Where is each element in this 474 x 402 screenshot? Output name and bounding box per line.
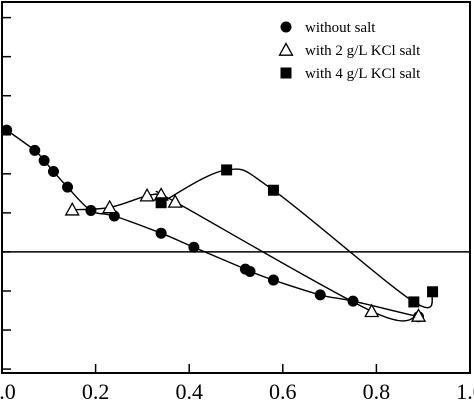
marker-kcl-2gl bbox=[102, 199, 118, 214]
marker-without-salt bbox=[1, 124, 13, 136]
marker-without-salt bbox=[85, 205, 97, 217]
marker-kcl-4gl bbox=[408, 296, 420, 308]
marker-without-salt bbox=[155, 227, 167, 239]
x-tick-label: 0.4 bbox=[175, 379, 203, 402]
x-tick-label: 1.0 bbox=[456, 379, 474, 402]
data-markers bbox=[1, 124, 439, 323]
marker-without-salt bbox=[38, 155, 50, 167]
marker-without-salt bbox=[62, 181, 74, 193]
marker-without-salt bbox=[347, 295, 359, 307]
marker-kcl-2gl bbox=[167, 194, 183, 208]
marker-kcl-4gl bbox=[155, 197, 167, 209]
marker-kcl-2gl bbox=[139, 187, 155, 202]
legend-label-kcl-2gl: with 2 g/L KCl salt bbox=[305, 43, 421, 59]
legend-label-kcl-4gl: with 4 g/L KCl salt bbox=[305, 66, 421, 82]
plot-frame bbox=[1, 1, 471, 374]
curve-kcl-2gl bbox=[72, 190, 419, 322]
marker-without-salt bbox=[188, 241, 200, 253]
marker-kcl-2gl bbox=[410, 308, 427, 322]
x-tick-label: 0.0 bbox=[0, 379, 16, 402]
legend-marker-kcl-2gl bbox=[278, 42, 294, 56]
marker-without-salt bbox=[29, 144, 41, 156]
legend-marker-kcl-4gl bbox=[280, 67, 292, 79]
legend-marker-without-salt bbox=[280, 21, 292, 33]
marker-without-salt bbox=[47, 165, 59, 177]
marker-kcl-4gl bbox=[267, 184, 279, 196]
marker-without-salt bbox=[244, 265, 256, 277]
marker-without-salt bbox=[267, 274, 279, 286]
marker-kcl-2gl bbox=[364, 303, 380, 318]
fitted-curves bbox=[6, 129, 434, 322]
legend: without salt with 2 g/L KCl salt with 4 g/… bbox=[278, 20, 421, 82]
x-tick-label: 0.2 bbox=[82, 379, 110, 402]
marker-without-salt bbox=[314, 289, 326, 301]
marker-kcl-4gl bbox=[221, 164, 233, 176]
legend-label-without-salt: without salt bbox=[305, 20, 376, 36]
marker-kcl-4gl bbox=[427, 286, 439, 298]
marker-kcl-2gl bbox=[64, 201, 80, 216]
curve-kcl-4gl bbox=[160, 168, 434, 309]
x-tick-label: 0.6 bbox=[269, 379, 297, 402]
x-tick-label: 0.8 bbox=[363, 379, 391, 402]
